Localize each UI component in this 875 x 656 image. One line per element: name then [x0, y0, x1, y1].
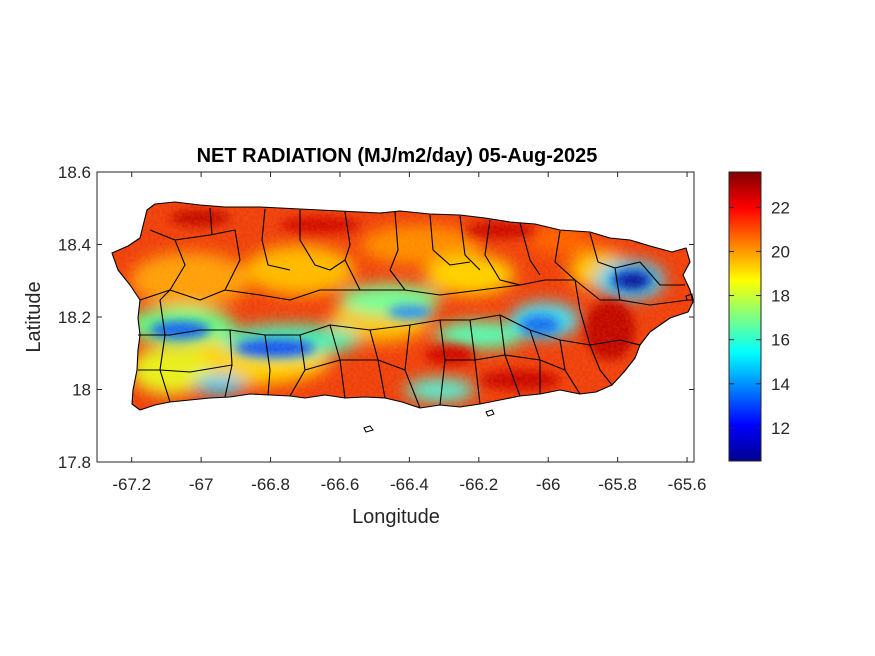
y-tick-label: 18: [72, 381, 91, 400]
offshore-islands: [363, 293, 694, 433]
x-tick-label: -65.6: [668, 475, 707, 494]
municipal-boundaries: [111, 201, 694, 411]
x-tick-label: -66.4: [390, 475, 429, 494]
x-axis-label: Longitude: [352, 506, 440, 528]
x-axis: -67.2 -67 -66.8 -66.6 -66.4 -66.2 -66 -65.8 -65.…: [112, 172, 706, 494]
chart-title: NET RADIATION (MJ/m2/day) 05-Aug-2025: [197, 145, 598, 167]
colorbar-tick-label: 20: [771, 242, 790, 261]
y-axis: 17.8 18 18.2 18.4 18.6: [58, 163, 694, 472]
y-tick-label: 17.8: [58, 453, 91, 472]
x-tick-label: -66.8: [251, 475, 290, 494]
colorbar-gradient: [728, 171, 762, 462]
y-tick-label: 18.2: [58, 308, 91, 327]
x-tick-label: -67.2: [112, 475, 151, 494]
y-tick-label: 18.4: [58, 236, 91, 255]
colorbar-tick-label: 22: [771, 198, 790, 217]
x-tick-label: -65.8: [598, 475, 637, 494]
y-tick-label: 18.6: [58, 163, 91, 182]
colorbar: 12 14 16 18 20 22: [728, 171, 790, 462]
colorbar-tick-label: 18: [771, 287, 790, 306]
colorbar-tick-label: 16: [771, 331, 790, 350]
y-axis-label: Latitude: [23, 281, 45, 352]
colorbar-tick-label: 12: [771, 419, 790, 438]
x-tick-label: -67: [189, 475, 214, 494]
x-tick-label: -66: [536, 475, 561, 494]
colorbar-tick-label: 14: [771, 375, 790, 394]
colorbar-ticks: 12 14 16 18 20 22: [729, 198, 790, 438]
x-tick-label: -66.6: [321, 475, 360, 494]
heatmap-island: [112, 202, 693, 410]
x-tick-label: -66.2: [459, 475, 498, 494]
